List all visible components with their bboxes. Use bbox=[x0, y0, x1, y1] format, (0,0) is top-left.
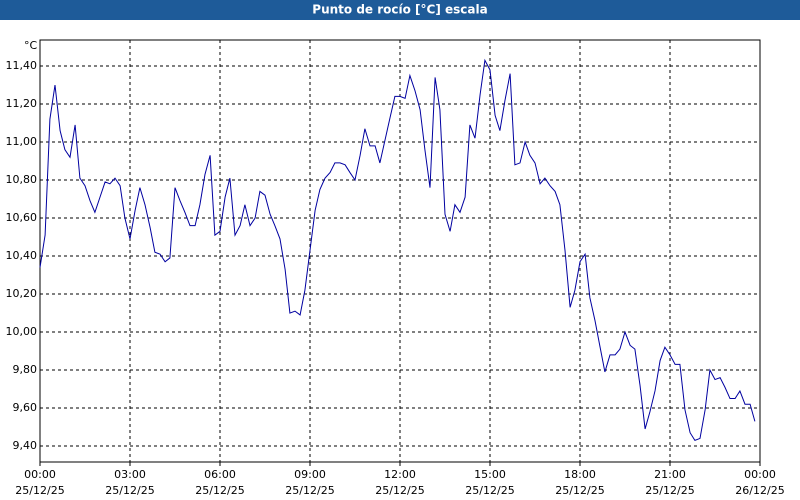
x-tick-label: 09:00 bbox=[294, 468, 326, 481]
y-tick-label: 11,40 bbox=[6, 59, 38, 72]
x-tick-label: 06:00 bbox=[204, 468, 236, 481]
y-tick-label: 10,40 bbox=[6, 249, 38, 262]
y-tick-label: 10,20 bbox=[6, 287, 38, 300]
data-line bbox=[39, 58, 756, 441]
x-tick-date: 25/12/25 bbox=[555, 484, 604, 497]
x-tick-label: 12:00 bbox=[384, 468, 416, 481]
title-bar bbox=[0, 0, 800, 20]
x-tick-date: 26/12/25 bbox=[735, 484, 784, 497]
y-tick-label: 9,80 bbox=[13, 363, 38, 376]
x-tick-label: 15:00 bbox=[474, 468, 506, 481]
x-tick-date: 25/12/25 bbox=[465, 484, 514, 497]
x-tick-label: 00:00 bbox=[24, 468, 56, 481]
y-tick-label: 9,60 bbox=[13, 401, 38, 414]
x-tick-date: 25/12/25 bbox=[285, 484, 334, 497]
y-tick-label: 10,00 bbox=[6, 325, 38, 338]
y-tick-label: 10,80 bbox=[6, 173, 38, 186]
x-tick-date: 25/12/25 bbox=[15, 484, 64, 497]
x-tick-date: 25/12/25 bbox=[645, 484, 694, 497]
y-tick-label: 9,40 bbox=[13, 439, 38, 452]
x-tick-date: 25/12/25 bbox=[195, 484, 244, 497]
x-tick-label: 03:00 bbox=[114, 468, 146, 481]
x-tick-date: 25/12/25 bbox=[375, 484, 424, 497]
y-tick-label: 11,00 bbox=[6, 135, 38, 148]
x-tick-label: 18:00 bbox=[564, 468, 596, 481]
x-tick-label: 00:00 bbox=[744, 468, 776, 481]
y-tick-label: 10,60 bbox=[6, 211, 38, 224]
x-tick-label: 21:00 bbox=[654, 468, 686, 481]
y-tick-label: 11,20 bbox=[6, 97, 38, 110]
y-unit: °C bbox=[24, 39, 38, 52]
chart-title: Punto de rocío [°C] escala bbox=[312, 3, 487, 17]
x-tick-date: 25/12/25 bbox=[105, 484, 154, 497]
